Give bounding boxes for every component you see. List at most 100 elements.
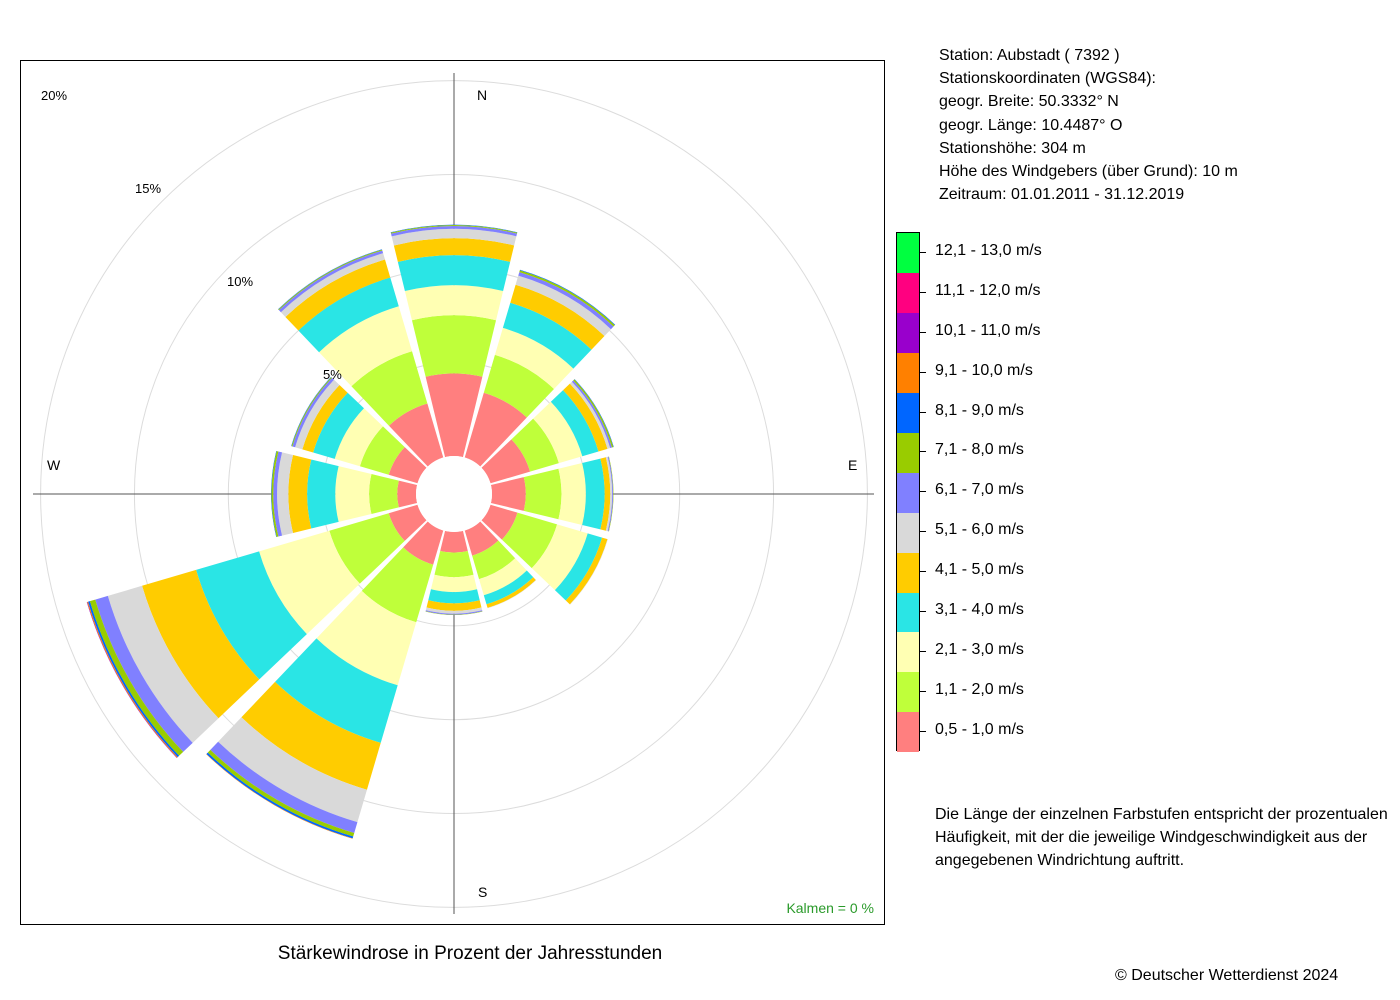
station-elevation: Stationshöhe: 304 m	[939, 139, 1086, 157]
sector-330-class-5	[280, 253, 385, 317]
sector-150-class-0	[464, 521, 499, 556]
station-name: Station: Aubstadt ( 7392 )	[939, 47, 1120, 64]
sector-0-class-8	[390, 224, 518, 233]
sector-30-class-6	[518, 272, 614, 330]
sector-0-class-3	[397, 255, 511, 292]
station-coordinates-heading: Stationskoordinaten (WGS84):	[939, 70, 1156, 88]
sector-90-class-6	[607, 456, 614, 532]
legend-swatch-1	[897, 671, 919, 713]
sector-60-class-2	[533, 401, 583, 464]
direction-label-w: W	[47, 457, 61, 473]
legend-swatch-3	[897, 592, 919, 633]
legend-swatch-7	[897, 432, 919, 473]
legend-tick-0	[920, 730, 926, 732]
sector-270-class-7	[271, 451, 279, 537]
speed-legend-bar	[896, 232, 920, 753]
sector-0-class-1	[411, 315, 497, 377]
time-period: Zeitraum: 01.01.2011 - 31.12.2019	[939, 186, 1185, 204]
anemometer-height: Höhe des Windgebers (über Grund): 10 m	[939, 163, 1238, 181]
legend-tick-4	[920, 571, 926, 573]
sector-330-class-4	[285, 259, 391, 331]
direction-label-s: S	[478, 884, 488, 900]
legend-tick-5	[920, 531, 926, 533]
sector-330-class-0	[388, 403, 444, 467]
sector-90-class-1	[523, 468, 562, 520]
sector-180-class-2	[430, 574, 478, 593]
legend-label-10: 10,1 - 11,0 m/s	[935, 321, 1041, 339]
copyright: © Deutscher Wetterdienst 2024	[1115, 967, 1339, 984]
sector-0-class-6	[391, 226, 517, 237]
sector-180-class-6	[425, 610, 483, 615]
sector-180-class-1	[434, 551, 474, 578]
sector-270-class-5	[277, 452, 294, 536]
sector-270-class-3	[307, 459, 339, 529]
legend-tick-2	[920, 650, 926, 652]
ring-label-10: 10%	[227, 274, 254, 289]
wind-rose-plot: N E S W 5% 10% 15% 20% Kalmen = 0 %	[20, 60, 885, 925]
sector-300-class-3	[313, 392, 364, 459]
sector-90-class-7	[608, 456, 614, 532]
sector-120-class-1	[501, 512, 558, 569]
sector-0-class-4	[393, 238, 515, 262]
sector-60-class-0	[481, 439, 531, 484]
sector-60-class-1	[511, 418, 559, 472]
legend-swatch-6	[897, 472, 919, 513]
sector-180-class-7	[425, 611, 483, 615]
sector-180-class-4	[426, 600, 482, 611]
legend-swatch-11	[897, 272, 919, 314]
sector-300-class-4	[302, 384, 348, 453]
station-info: Station: Aubstadt ( 7392 ) Stationskoord…	[939, 44, 1238, 206]
sector-300-class-5	[295, 379, 340, 450]
legend-tick-3	[920, 611, 926, 613]
sector-60-class-4	[563, 383, 608, 452]
legend-tick-12	[920, 251, 926, 253]
sector-0-class-0	[425, 373, 483, 458]
wind-rose-svg	[33, 73, 874, 914]
sector-270-class-6	[273, 451, 283, 537]
sector-90-class-3	[582, 458, 605, 530]
sector-240-class-4	[142, 569, 260, 719]
legend-label-5: 5,1 - 6,0 m/s	[935, 521, 1024, 539]
sector-60-class-5	[569, 381, 611, 449]
sector-210-class-1	[361, 547, 434, 623]
ring-label-15: 15%	[135, 181, 162, 196]
sector-270-class-8	[271, 450, 277, 538]
sector-300-class-2	[334, 408, 383, 467]
sector-30-class-4	[510, 284, 605, 350]
sector-330-class-1	[351, 351, 428, 426]
sector-270-class-2	[335, 466, 372, 522]
legend-label-11: 11,1 - 12,0 m/s	[935, 281, 1041, 299]
legend-swatch-2	[897, 632, 919, 673]
calm-label: Kalmen = 0 %	[786, 900, 874, 916]
sector-210-class-5	[218, 717, 367, 823]
legend-label-1: 1,1 - 2,0 m/s	[935, 680, 1024, 698]
sector-30-class-1	[483, 354, 554, 418]
sector-300-class-0	[388, 447, 427, 484]
legend-swatch-10	[897, 312, 919, 354]
sector-300-class-6	[292, 377, 335, 448]
legend-swatch-9	[897, 352, 919, 394]
note-line-3: angegebenen Windrichtung auftritt.	[935, 852, 1185, 869]
sector-210-class-0	[403, 521, 444, 565]
legend-swatch-8	[897, 392, 919, 433]
sector-240-class-6	[95, 595, 193, 752]
sector-120-class-0	[481, 504, 518, 540]
sector-30-class-0	[464, 392, 527, 467]
sector-330-class-3	[298, 277, 399, 353]
legend-swatch-12	[897, 233, 919, 274]
legend-tick-9	[920, 371, 926, 373]
legend-tick-11	[920, 291, 926, 293]
sector-210-class-2	[316, 590, 417, 686]
direction-label-n: N	[477, 87, 488, 103]
legend-tick-8	[920, 411, 926, 413]
station-latitude: geogr. Breite: 50.3332° N	[939, 93, 1119, 111]
legend-label-0: 0,5 - 1,0 m/s	[935, 720, 1024, 738]
sector-90-class-4	[600, 457, 611, 531]
sector-120-class-3	[554, 533, 603, 601]
sector-180-class-3	[428, 589, 480, 604]
sector-150-class-2	[479, 558, 527, 596]
legend-swatch-0	[897, 711, 919, 753]
legend-swatch-5	[897, 512, 919, 553]
legend-label-2: 2,1 - 3,0 m/s	[935, 640, 1024, 658]
sector-180-class-0	[440, 530, 468, 553]
